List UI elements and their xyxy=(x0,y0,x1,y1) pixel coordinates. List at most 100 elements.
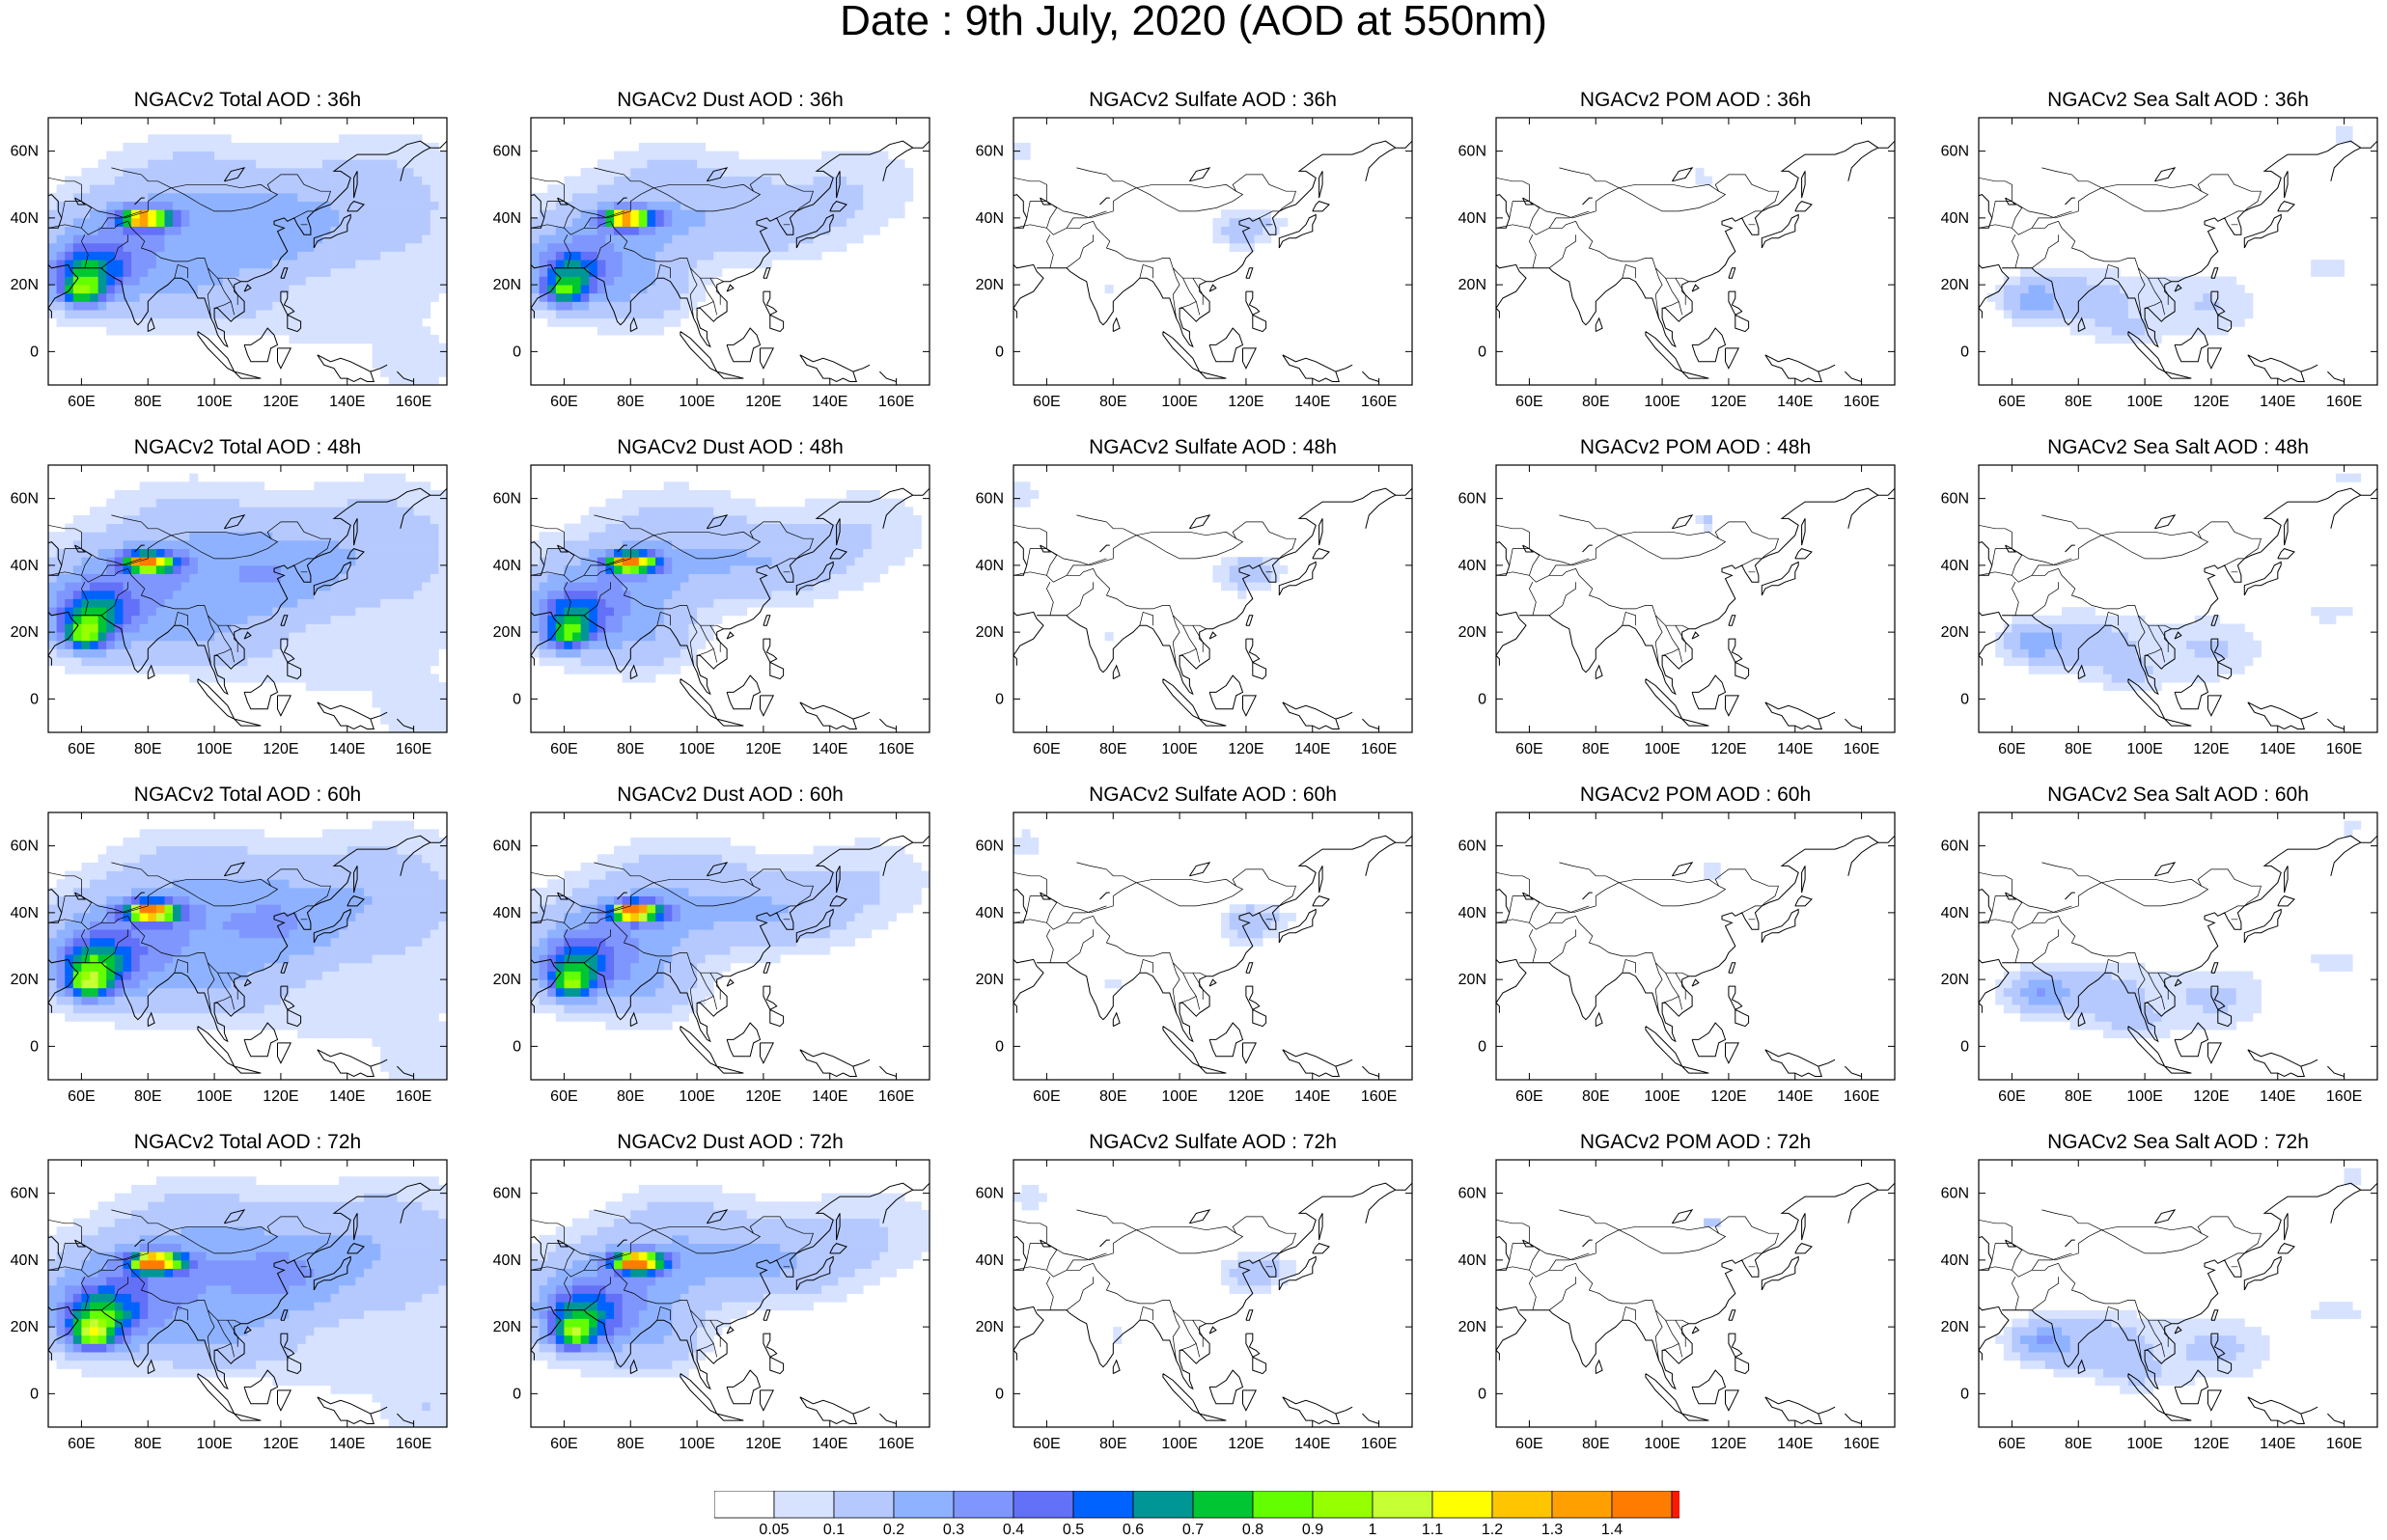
coastline xyxy=(48,835,447,1080)
map-frame xyxy=(1495,117,1896,386)
map-panel: NGACv2 Sulfate AOD : 36h 60E 80E 100E 120E 14… xyxy=(976,89,1496,410)
lat-tick-label: 20N xyxy=(11,624,39,641)
map-panel: NGACv2 Dust AOD : 48h 60E 80E 100E 120E 140E 1… xyxy=(493,436,1013,757)
lat-tick-label: 60N xyxy=(493,1186,521,1202)
lat-tick-label: 20N xyxy=(1458,624,1486,641)
lon-tick-label: 60E xyxy=(1998,394,2025,410)
map-frame xyxy=(47,117,448,386)
panel-title: NGACv2 POM AOD : 60h xyxy=(1579,784,1812,806)
map-panel: NGACv2 POM AOD : 60h 60E 80E 100E 120E 140E 16… xyxy=(1458,784,1979,1105)
panel-title: NGACv2 POM AOD : 36h xyxy=(1579,89,1812,111)
lon-tick-label: 160E xyxy=(396,1088,431,1105)
lon-tick-label: 160E xyxy=(1844,394,1879,410)
lat-tick-label: 60N xyxy=(1941,839,1969,855)
panel-title: NGACv2 Sulfate AOD : 60h xyxy=(1089,784,1337,806)
map-panel: NGACv2 Sulfate AOD : 48h 60E 80E 100E 120E 14… xyxy=(976,436,1496,757)
lon-tick-label: 60E xyxy=(550,1436,577,1452)
lon-tick-label: 160E xyxy=(2326,1436,2362,1452)
map-frame xyxy=(530,811,930,1081)
colorbar-box xyxy=(1491,1491,1553,1519)
lon-tick-label: 80E xyxy=(1582,741,1609,757)
figure-title: Date : 9th July, 2020 (AOD at 550nm) xyxy=(840,0,1547,44)
borders xyxy=(531,1209,814,1361)
map-panel: NGACv2 Dust AOD : 36h 60E 80E 100E 120E 140E 1… xyxy=(493,89,1013,410)
aod-field xyxy=(1704,862,1721,880)
colorbar-box xyxy=(953,1491,1014,1519)
colorbar-box xyxy=(773,1491,835,1519)
map-plot: 60E 80E 100E 120E 140E 160E 0 20N 40N 60N xyxy=(493,811,930,1105)
aod-field xyxy=(531,142,914,336)
lon-tick-label: 140E xyxy=(812,1436,847,1452)
lon-tick-label: 100E xyxy=(1161,1436,1197,1452)
coastline xyxy=(1013,140,1412,385)
map-plot: 60E 80E 100E 120E 140E 160E 0 20N 40N 60N xyxy=(1458,811,1896,1105)
map-plot: 60E 80E 100E 120E 140E 160E 0 20N 40N 60N xyxy=(11,464,448,757)
lon-tick-label: 60E xyxy=(550,394,577,410)
lat-tick-label: 20N xyxy=(493,972,521,988)
colorbar-box xyxy=(833,1491,895,1519)
lon-tick-label: 100E xyxy=(2126,1088,2162,1105)
lat-tick-label: 60N xyxy=(1941,491,1969,508)
borders xyxy=(1979,862,2262,1013)
lon-tick-label: 80E xyxy=(134,394,161,410)
lon-tick-label: 60E xyxy=(1998,1436,2025,1452)
colorbar-box xyxy=(1252,1491,1314,1519)
lon-tick-label: 140E xyxy=(329,1088,365,1105)
colorbar-label: 1.4 xyxy=(1601,1522,1623,1534)
lon-tick-label: 160E xyxy=(878,1436,914,1452)
lon-tick-label: 60E xyxy=(1033,394,1060,410)
lon-tick-label: 100E xyxy=(2126,1436,2162,1452)
coastline xyxy=(1979,1182,2377,1427)
lon-tick-label: 60E xyxy=(1033,741,1060,757)
lon-tick-label: 160E xyxy=(2326,741,2362,757)
lon-tick-label: 80E xyxy=(1582,1088,1609,1105)
colorbar-box xyxy=(1072,1491,1134,1519)
lon-tick-label: 140E xyxy=(2260,394,2295,410)
lon-tick-label: 140E xyxy=(2260,741,2295,757)
lon-tick-label: 60E xyxy=(68,1088,95,1105)
lon-tick-label: 140E xyxy=(329,741,365,757)
lon-tick-label: 100E xyxy=(679,741,714,757)
lat-tick-label: 20N xyxy=(1941,277,1969,293)
map-plot: 60E 80E 100E 120E 140E 160E 0 20N 40N 60N xyxy=(1941,1159,2378,1452)
map-frame xyxy=(530,117,930,386)
lat-tick-label: 60N xyxy=(1458,491,1486,508)
lon-tick-label: 80E xyxy=(1582,1436,1609,1452)
borders xyxy=(1496,1209,1779,1361)
colorbar-box xyxy=(1192,1491,1254,1519)
colorbar-label: 1.2 xyxy=(1482,1522,1503,1534)
lat-tick-label: 0 xyxy=(1478,691,1486,707)
lon-tick-label: 140E xyxy=(1294,1088,1330,1105)
coastline xyxy=(48,487,447,732)
colorbar-box xyxy=(1132,1491,1194,1519)
map-plot: 60E 80E 100E 120E 140E 160E 0 20N 40N 60N xyxy=(1941,464,2378,757)
lon-tick-label: 100E xyxy=(1161,741,1197,757)
aod-field xyxy=(1995,820,2362,1039)
lat-tick-label: 20N xyxy=(493,624,521,641)
lat-tick-label: 20N xyxy=(1941,624,1969,641)
lon-tick-label: 160E xyxy=(396,1436,431,1452)
lon-tick-label: 60E xyxy=(1515,741,1542,757)
map-plot: 60E 80E 100E 120E 140E 160E 0 20N 40N 60N xyxy=(976,1159,1413,1452)
lat-tick-label: 20N xyxy=(976,624,1004,641)
lon-tick-label: 80E xyxy=(617,1088,644,1105)
map-frame xyxy=(1495,811,1896,1081)
lon-tick-label: 80E xyxy=(2065,1088,2092,1105)
lon-tick-label: 140E xyxy=(329,394,365,410)
aod-field xyxy=(1704,1218,1721,1227)
lon-tick-label: 160E xyxy=(1361,741,1397,757)
lon-tick-label: 120E xyxy=(1710,1088,1746,1105)
panel-title: NGACv2 Dust AOD : 48h xyxy=(617,436,844,458)
borders xyxy=(1013,862,1296,1013)
borders xyxy=(1496,167,1779,318)
lat-tick-label: 40N xyxy=(1941,558,1969,574)
lat-tick-label: 0 xyxy=(513,1038,521,1055)
map-panel: NGACv2 Sea Salt AOD : 48h 60E 80E 100E 120E 1… xyxy=(1941,436,2387,757)
lat-tick-label: 20N xyxy=(493,277,521,293)
lat-tick-label: 40N xyxy=(1941,905,1969,921)
borders xyxy=(48,167,331,318)
panel-title: NGACv2 Sulfate AOD : 72h xyxy=(1089,1131,1337,1153)
lat-tick-label: 40N xyxy=(976,905,1004,921)
map-frame xyxy=(1978,117,2378,386)
lon-tick-label: 140E xyxy=(812,1088,847,1105)
